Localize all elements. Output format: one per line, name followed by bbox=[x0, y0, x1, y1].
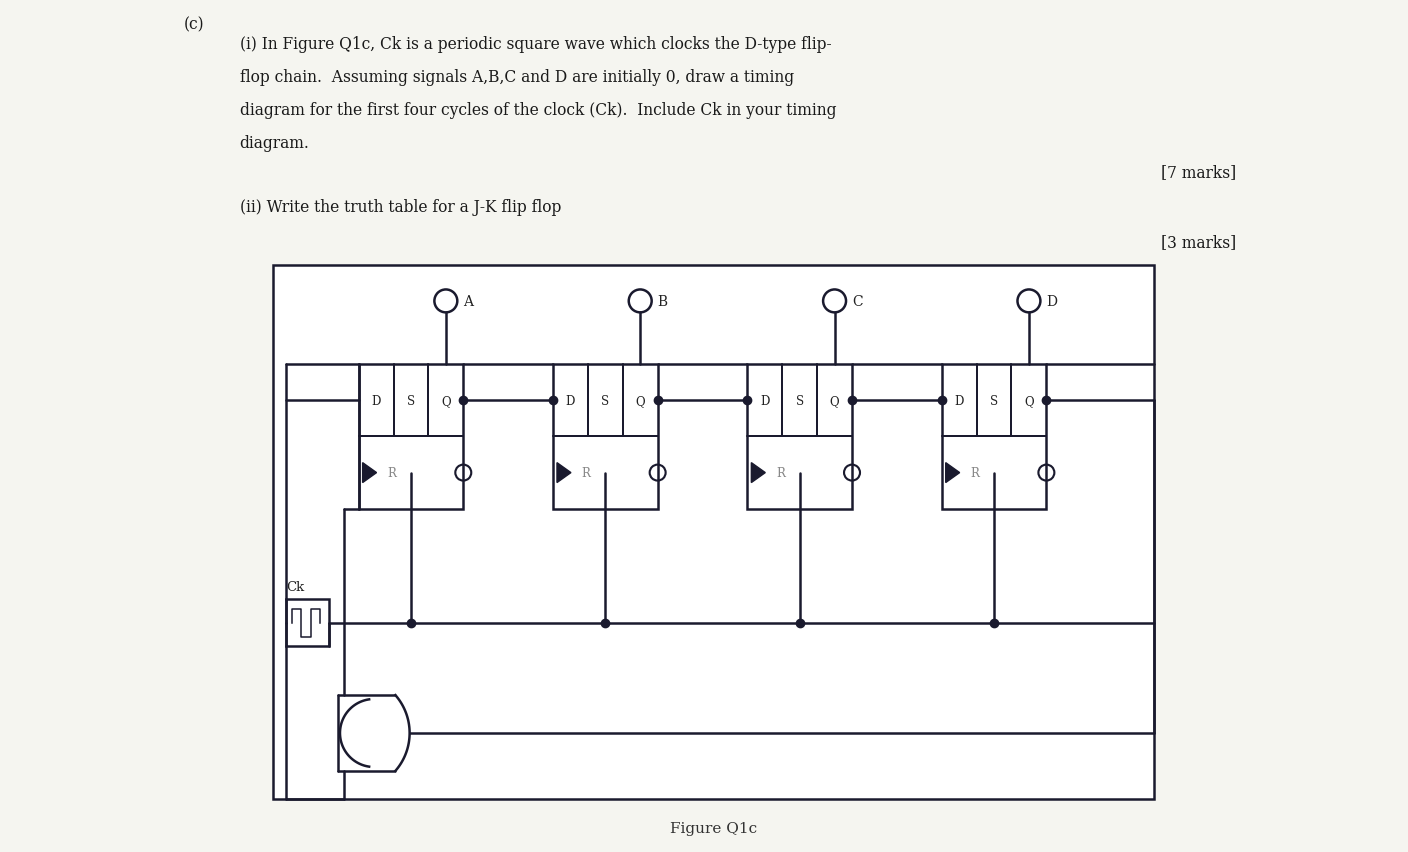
Text: diagram for the first four cycles of the clock (Ck).  Include Ck in your timing: diagram for the first four cycles of the… bbox=[239, 102, 836, 119]
Text: (c): (c) bbox=[183, 16, 204, 33]
Text: S: S bbox=[796, 394, 804, 407]
Text: Q: Q bbox=[635, 394, 645, 407]
Text: Q: Q bbox=[441, 394, 451, 407]
Polygon shape bbox=[363, 463, 376, 483]
Text: flop chain.  Assuming signals A,B,C and D are initially 0, draw a timing: flop chain. Assuming signals A,B,C and D… bbox=[239, 69, 794, 86]
Text: B: B bbox=[658, 295, 667, 308]
Text: D: D bbox=[760, 394, 770, 407]
Text: S: S bbox=[990, 394, 998, 407]
Text: D: D bbox=[1046, 295, 1057, 308]
Polygon shape bbox=[752, 463, 766, 483]
Text: Q: Q bbox=[1024, 394, 1033, 407]
Text: D: D bbox=[955, 394, 964, 407]
Text: S: S bbox=[407, 394, 415, 407]
Text: (i) In Figure Q1c, Ck is a periodic square wave which clocks the D-type flip-: (i) In Figure Q1c, Ck is a periodic squa… bbox=[239, 37, 831, 53]
Text: R: R bbox=[970, 467, 980, 480]
Bar bbox=[286, 600, 329, 647]
Text: Figure Q1c: Figure Q1c bbox=[670, 820, 758, 835]
Text: R: R bbox=[387, 467, 396, 480]
Text: R: R bbox=[582, 467, 590, 480]
Text: Q: Q bbox=[829, 394, 839, 407]
Text: R: R bbox=[776, 467, 784, 480]
Bar bbox=[553, 365, 658, 509]
Text: A: A bbox=[463, 295, 473, 308]
Polygon shape bbox=[946, 463, 960, 483]
Text: [7 marks]: [7 marks] bbox=[1160, 164, 1236, 181]
Bar bbox=[359, 365, 463, 509]
Text: [3 marks]: [3 marks] bbox=[1160, 233, 1236, 250]
Bar bbox=[748, 365, 852, 509]
Text: (ii) Write the truth table for a J-K flip flop: (ii) Write the truth table for a J-K fli… bbox=[239, 199, 560, 216]
Text: C: C bbox=[852, 295, 863, 308]
Text: Ck: Ck bbox=[286, 581, 304, 594]
Bar bbox=[942, 365, 1046, 509]
Text: D: D bbox=[566, 394, 574, 407]
Text: S: S bbox=[601, 394, 610, 407]
Bar bbox=[273, 265, 1153, 799]
Text: diagram.: diagram. bbox=[239, 135, 310, 152]
Polygon shape bbox=[558, 463, 570, 483]
Text: D: D bbox=[372, 394, 380, 407]
